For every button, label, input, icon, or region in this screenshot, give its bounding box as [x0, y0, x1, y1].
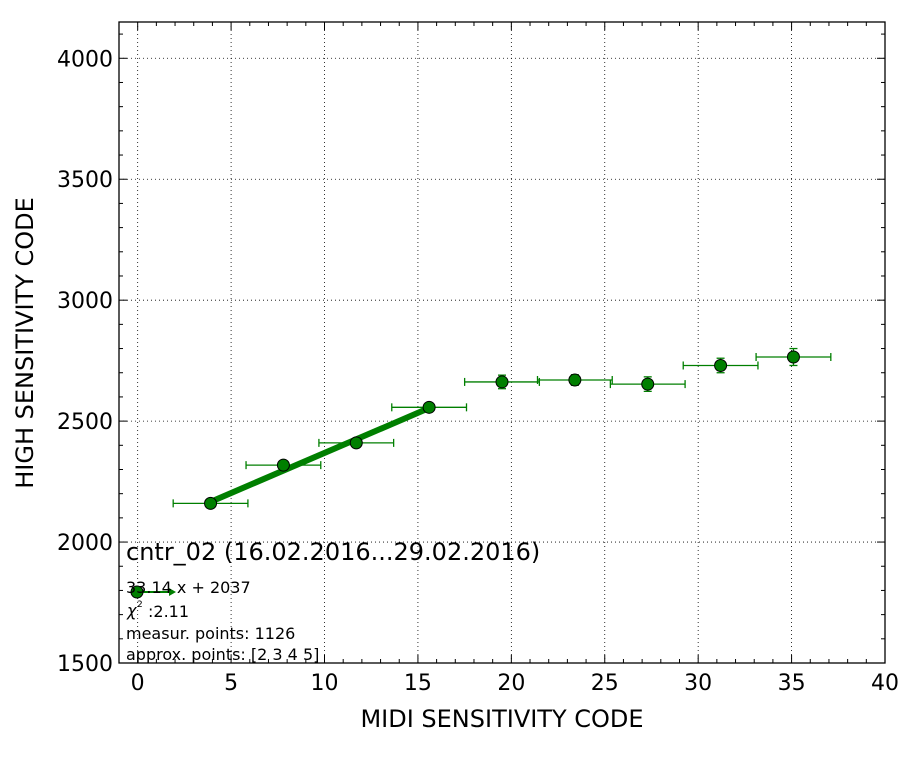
- y-tick-labels: 1500 2000 2500 3000 3500 4000: [57, 47, 113, 677]
- fit-equation-label: 33.14 x + 2037: [126, 578, 251, 597]
- x-tick-label: 35: [778, 671, 806, 696]
- x-tick-label: 10: [311, 671, 339, 696]
- data-point: [276, 458, 290, 472]
- fit-layer: [209, 405, 431, 505]
- y-tick-label: 3000: [57, 289, 113, 314]
- annotation-box: cntr_02 (16.02.2016...29.02.2016) 33.14 …: [126, 538, 540, 664]
- chi-symbol: χ: [126, 601, 137, 620]
- annotation-title: cntr_02 (16.02.2016...29.02.2016): [126, 538, 540, 566]
- data-point: [349, 436, 363, 450]
- x-tick-label: 30: [684, 671, 712, 696]
- x-tick-label: 25: [591, 671, 619, 696]
- y-axis-title: HIGH SENSITIVITY CODE: [11, 197, 39, 489]
- data-point: [641, 377, 655, 391]
- y-tick-label: 2500: [57, 410, 113, 435]
- x-tick-label: 15: [404, 671, 432, 696]
- chi-square-value: :2.11: [148, 602, 189, 621]
- legend-marker: [130, 585, 144, 599]
- x-axis-title: MIDI SENSITIVITY CODE: [360, 705, 643, 733]
- chi-exponent: 2: [137, 600, 143, 610]
- data-point: [422, 400, 436, 414]
- data-point: [714, 358, 728, 372]
- y-tick-label: 1500: [57, 652, 113, 677]
- data-point: [204, 496, 218, 510]
- data-point: [568, 373, 582, 387]
- x-tick-label: 5: [224, 671, 238, 696]
- data-point: [495, 375, 509, 389]
- x-tick-label: 40: [871, 671, 899, 696]
- data-markers: [204, 350, 800, 510]
- x-tick-labels: 0 5 10 15 20 25 30 35 40: [131, 671, 899, 696]
- data-point: [786, 350, 800, 364]
- x-tick-label: 20: [497, 671, 525, 696]
- legend-line-sample: [130, 585, 176, 599]
- legend-arrow-head: [169, 588, 176, 596]
- measurement-points-label: measur. points: 1126: [126, 624, 295, 643]
- y-tick-label: 3500: [57, 168, 113, 193]
- plot-background: [119, 22, 885, 663]
- x-tick-label: 0: [131, 671, 145, 696]
- fit-line: [209, 405, 431, 505]
- plot-frame: [118, 21, 886, 664]
- y-tick-label: 2000: [57, 531, 113, 556]
- approx-points-label: approx. points: [2 3 4 5]: [126, 645, 319, 664]
- y-tick-label: 4000: [57, 47, 113, 72]
